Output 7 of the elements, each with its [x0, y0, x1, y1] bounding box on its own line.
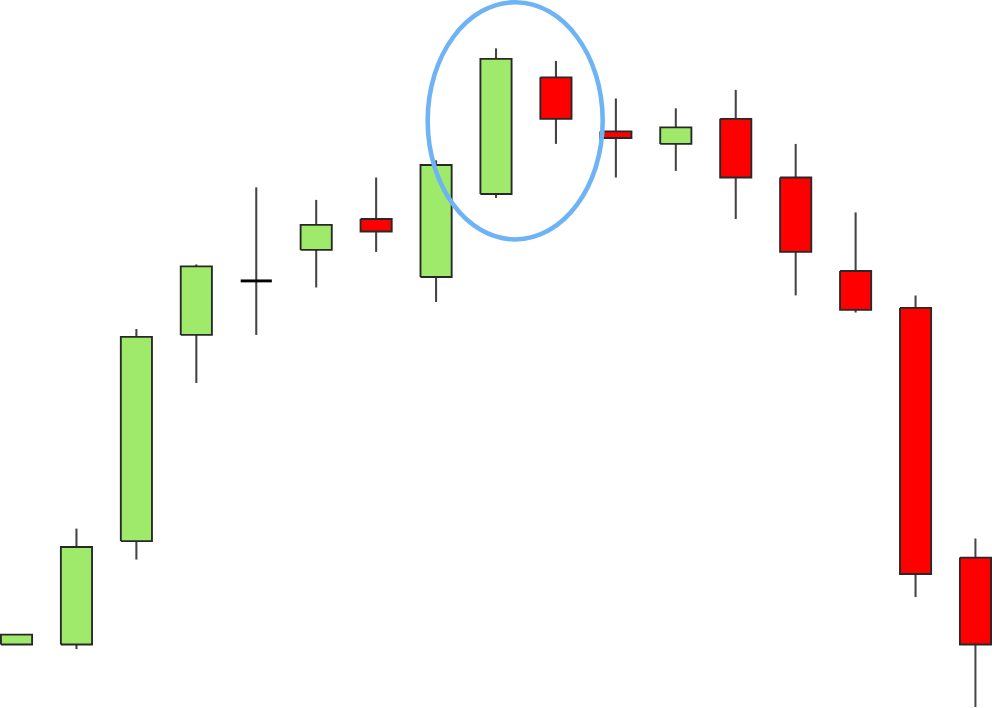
- candlestick: [299, 198, 333, 289]
- candlestick: [839, 211, 873, 314]
- candlestick: [599, 97, 633, 179]
- candlestick: [659, 107, 693, 172]
- candlestick: [239, 186, 274, 336]
- candlestick: [539, 59, 573, 145]
- candlestick: [359, 176, 393, 253]
